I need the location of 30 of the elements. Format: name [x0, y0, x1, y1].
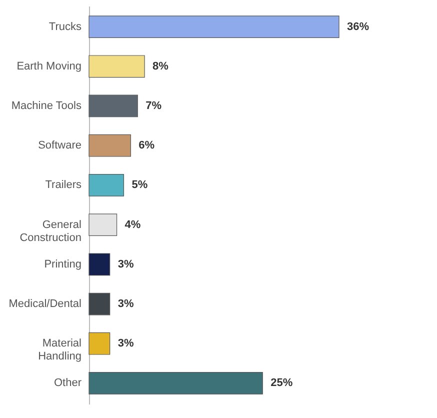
data-label: 3% [118, 258, 134, 270]
data-label: 4% [124, 218, 141, 231]
y-tick-label: Earth Moving [16, 60, 82, 72]
bar [88, 16, 340, 38]
y-tick-label: Trucks [48, 20, 82, 33]
y-tick-label: General Construction [20, 218, 82, 244]
data-label: 5% [132, 179, 148, 192]
bar [88, 55, 145, 78]
bar [88, 332, 110, 355]
y-tick-label: Printing [44, 258, 82, 270]
y-tick-label: Machine Tools [11, 100, 82, 112]
data-label: 7% [146, 100, 162, 112]
y-tick-label: Trailers [45, 179, 82, 192]
data-label: 6% [138, 140, 155, 152]
data-label: 8% [152, 60, 169, 72]
data-label: 3% [118, 338, 134, 350]
bar [88, 94, 138, 118]
y-tick-label: Material Handling [38, 338, 82, 363]
y-tick-label: Medical/Dental [8, 298, 82, 310]
data-label: 25% [270, 377, 293, 390]
bar [88, 174, 124, 196]
bar [88, 372, 263, 394]
y-tick-label: Software [38, 140, 82, 152]
bar [88, 253, 110, 276]
bar [88, 134, 131, 157]
y-tick-label: Other [54, 377, 82, 390]
data-label: 36% [347, 20, 370, 33]
data-label: 3% [118, 298, 134, 310]
bar [88, 214, 118, 236]
bar [88, 292, 110, 316]
